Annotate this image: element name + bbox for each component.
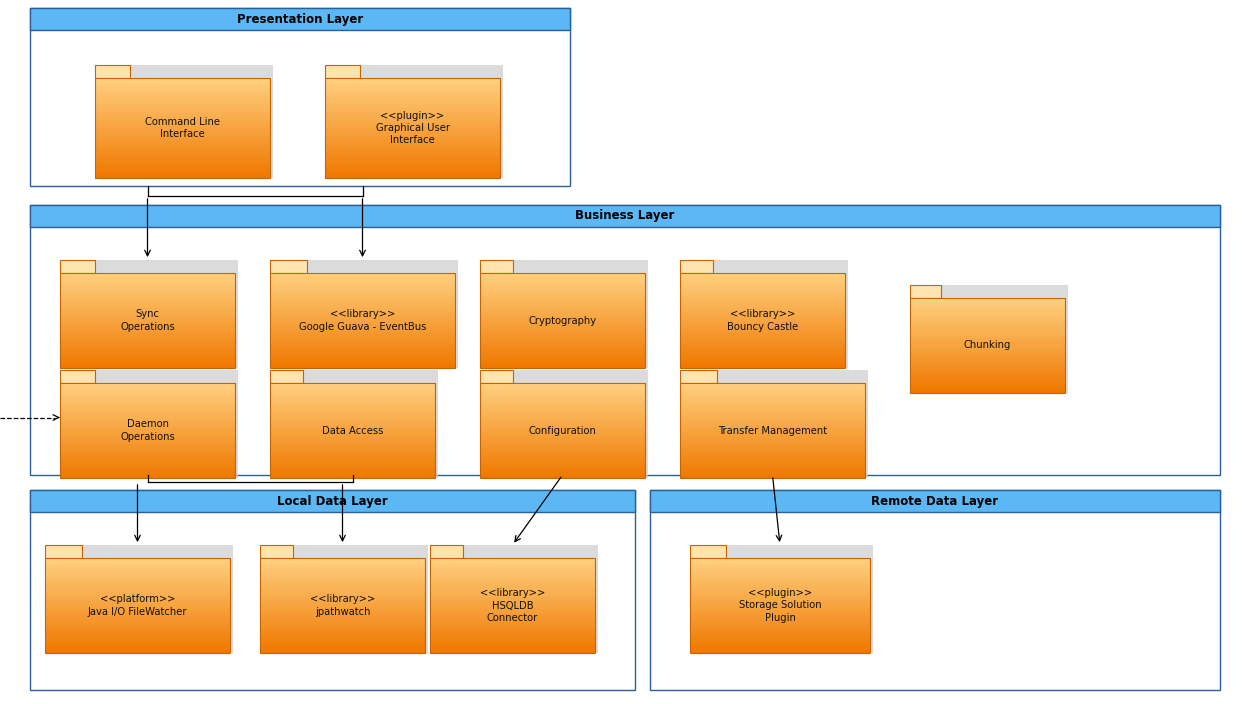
Bar: [650, 490, 1220, 690]
Text: Cryptography: Cryptography: [529, 315, 596, 325]
Bar: [60, 383, 234, 478]
Bar: [261, 558, 425, 653]
Bar: [480, 370, 513, 383]
Bar: [480, 260, 513, 273]
Bar: [683, 260, 848, 368]
Bar: [693, 545, 873, 653]
Bar: [30, 8, 570, 186]
Bar: [680, 260, 713, 273]
Bar: [263, 545, 428, 653]
Text: Transfer Management: Transfer Management: [718, 425, 827, 436]
Bar: [30, 490, 635, 512]
Bar: [95, 65, 130, 78]
Bar: [910, 298, 1065, 393]
Text: <<library>>
Google Guava - EventBus: <<library>> Google Guava - EventBus: [299, 309, 426, 332]
Text: Data Access: Data Access: [322, 425, 383, 436]
Text: Command Line
Interface: Command Line Interface: [145, 117, 219, 139]
Bar: [64, 260, 238, 368]
Text: Remote Data Layer: Remote Data Layer: [872, 494, 999, 508]
Bar: [480, 383, 645, 478]
Bar: [271, 273, 455, 368]
Bar: [433, 545, 599, 653]
Bar: [325, 65, 360, 78]
Bar: [680, 383, 865, 478]
Bar: [60, 273, 234, 368]
Text: Configuration: Configuration: [529, 425, 596, 436]
Bar: [271, 370, 303, 383]
Text: Business Layer: Business Layer: [575, 210, 675, 222]
Bar: [910, 285, 941, 298]
Text: <<plugin>>
Storage Solution
Plugin: <<plugin>> Storage Solution Plugin: [738, 588, 822, 623]
Text: Chunking: Chunking: [964, 341, 1011, 351]
Text: <<plugin>>
Graphical User
Interface: <<plugin>> Graphical User Interface: [375, 111, 449, 146]
Text: <<library>>
jpathwatch: <<library>> jpathwatch: [309, 594, 375, 617]
Text: Presentation Layer: Presentation Layer: [237, 13, 363, 25]
Bar: [680, 370, 717, 383]
Bar: [60, 370, 95, 383]
Bar: [45, 558, 229, 653]
Bar: [480, 273, 645, 368]
Bar: [913, 285, 1067, 393]
Bar: [683, 370, 868, 478]
Text: Daemon
Operations: Daemon Operations: [120, 420, 175, 441]
Bar: [273, 260, 458, 368]
Bar: [30, 8, 570, 30]
Bar: [95, 78, 271, 178]
Bar: [60, 260, 95, 273]
Bar: [271, 383, 435, 478]
Bar: [30, 205, 1220, 475]
Text: Sync
Operations: Sync Operations: [120, 309, 175, 332]
Bar: [680, 273, 845, 368]
Bar: [273, 370, 438, 478]
Bar: [64, 370, 238, 478]
Text: <<library>>
HSQLDB
Connector: <<library>> HSQLDB Connector: [480, 588, 545, 623]
Bar: [271, 260, 307, 273]
Bar: [30, 490, 635, 690]
Bar: [690, 545, 726, 558]
Text: <<library>>
Bouncy Castle: <<library>> Bouncy Castle: [727, 309, 798, 332]
Bar: [430, 545, 463, 558]
Bar: [430, 558, 595, 653]
Bar: [45, 545, 82, 558]
Text: <<platform>>
Java I/O FileWatcher: <<platform>> Java I/O FileWatcher: [87, 594, 187, 617]
Bar: [47, 545, 233, 653]
Bar: [325, 78, 500, 178]
Bar: [483, 370, 648, 478]
Bar: [30, 205, 1220, 227]
Bar: [690, 558, 870, 653]
Bar: [650, 490, 1220, 512]
Bar: [261, 545, 293, 558]
Bar: [328, 65, 503, 178]
Bar: [99, 65, 273, 178]
Bar: [483, 260, 648, 368]
Text: Local Data Layer: Local Data Layer: [277, 494, 388, 508]
